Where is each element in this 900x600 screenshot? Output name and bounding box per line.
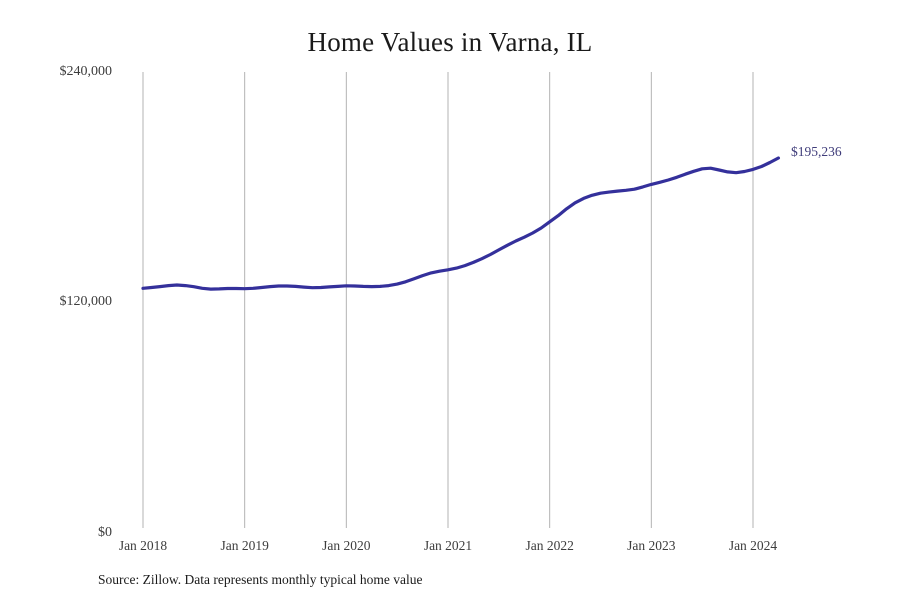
x-tick-label: Jan 2020 <box>322 538 371 553</box>
x-tick-label: Jan 2021 <box>423 538 473 553</box>
x-tick-label: Jan 2022 <box>525 538 574 553</box>
x-tick-label: Jan 2019 <box>220 538 269 553</box>
y-tick-label: $0 <box>98 524 112 540</box>
y-tick-label: $120,000 <box>59 294 113 309</box>
chart-title: Home Values in Varna, IL <box>307 27 593 57</box>
home-value-line <box>141 156 781 291</box>
x-tick-label: Jan 2024 <box>728 538 778 553</box>
x-tick-label: Jan 2018 <box>118 538 168 553</box>
x-tick-label: Jan 2023 <box>627 538 676 553</box>
latest-value-label: $195,236 <box>791 144 842 159</box>
y-tick-label: $240,000 <box>59 63 113 79</box>
source-note: Source: Zillow. Data represents monthly … <box>98 572 423 587</box>
